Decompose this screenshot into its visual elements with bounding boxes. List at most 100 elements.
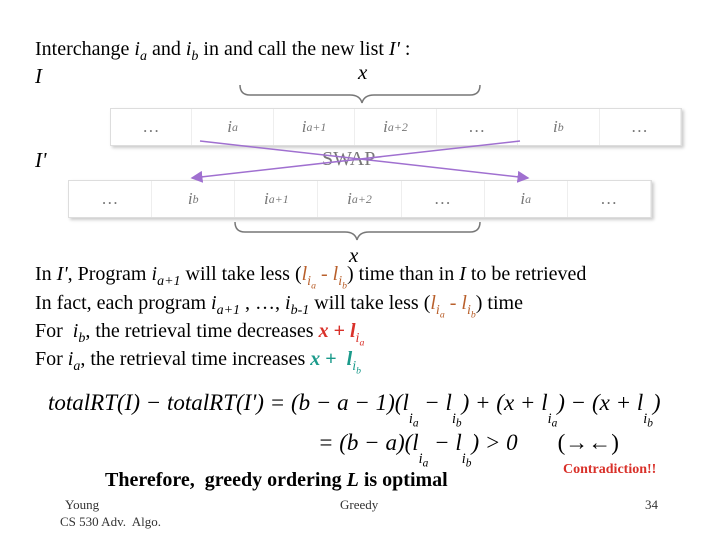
text: i <box>461 450 466 467</box>
text: ) > 0 <box>471 430 518 455</box>
text: ) time <box>475 292 523 314</box>
text: i <box>301 117 307 136</box>
text: , the retrieval time increases <box>80 348 311 370</box>
text: For <box>35 348 68 370</box>
brace-label: x <box>349 243 359 267</box>
text: l <box>461 292 467 314</box>
text: i <box>72 320 79 342</box>
text: (→←) <box>557 430 619 455</box>
text: l <box>430 292 436 314</box>
swap-arrows <box>190 140 530 183</box>
text: a <box>73 358 81 374</box>
text: i <box>408 410 413 427</box>
text: ) <box>652 390 661 415</box>
list-cell: … <box>402 181 485 217</box>
text: Interchange <box>35 38 135 60</box>
text: b <box>78 330 86 346</box>
list-row: … i a i a+1 i a+2… i b… <box>110 108 682 146</box>
text: i <box>151 263 158 285</box>
list-cell: i a+1 <box>235 181 319 217</box>
text: l <box>346 348 353 370</box>
footer-author: Young <box>65 497 100 512</box>
arrow <box>199 140 530 183</box>
text: b <box>342 280 347 292</box>
text: i <box>520 189 526 208</box>
text: i <box>435 302 440 318</box>
text: is optimal <box>358 469 448 491</box>
text: i <box>307 273 312 289</box>
list-cell: … <box>69 181 153 217</box>
list-cell: i a+2 <box>318 181 402 217</box>
text: l <box>349 320 356 342</box>
text: ) + (x + l <box>461 390 548 415</box>
text: i <box>347 189 352 208</box>
text: l <box>301 263 308 285</box>
text: i <box>352 358 357 374</box>
text: a <box>412 417 419 430</box>
equation-line: = (b − a)(lia − lib) > 0 (→←) <box>318 430 619 469</box>
text: i <box>552 117 558 136</box>
text: i <box>355 330 360 346</box>
text: ) time than in <box>347 263 460 285</box>
footer-page: 34 <box>645 497 658 512</box>
text: and <box>146 38 186 60</box>
text: i <box>418 450 423 467</box>
swap-label: SWAP <box>322 148 376 170</box>
text: a <box>311 280 316 292</box>
intro-line: Interchange ia and ib in and call the ne… <box>35 38 410 64</box>
text: b <box>465 457 472 470</box>
decorations <box>234 84 481 241</box>
text: + <box>328 320 350 342</box>
text: x <box>318 320 329 342</box>
text: … <box>601 189 617 208</box>
text: i <box>338 273 343 289</box>
text: a <box>422 457 429 470</box>
text: totalRT(I) − totalRT(I') = (b − a − 1)(l <box>48 390 409 415</box>
text: x <box>310 348 321 370</box>
text: … <box>102 189 118 208</box>
text: a+1 <box>157 273 181 289</box>
conclusion: Therefore, greedy ordering L is optimal <box>105 469 448 492</box>
text: L <box>346 469 359 491</box>
list-cell: i a+1 <box>274 109 356 145</box>
text: + <box>320 348 347 370</box>
text: will take less ( <box>309 292 431 314</box>
text: b <box>191 48 199 64</box>
list-row: … i b i a+1 i a+2 … i a … <box>68 180 652 218</box>
text: i <box>547 410 552 427</box>
text: in and call the new list <box>198 38 389 60</box>
text: Therefore, greedy ordering <box>105 469 347 491</box>
list-cell: … <box>437 109 519 145</box>
text: i <box>227 117 233 136</box>
text: I' <box>56 263 68 285</box>
text: ) − (x + l <box>557 390 644 415</box>
list-label: I' <box>35 148 47 172</box>
text: b <box>470 309 476 321</box>
text: a+1 <box>216 302 241 318</box>
footer-course: CS 530 Adv. Algo. <box>60 514 162 529</box>
text: b <box>455 417 462 430</box>
arrow <box>190 140 521 183</box>
text: = (b − a)(l <box>318 430 419 455</box>
brace <box>239 84 481 104</box>
text: , Program <box>67 263 152 285</box>
text: b <box>647 417 653 430</box>
text: For <box>35 320 73 342</box>
text: i <box>264 189 269 208</box>
text: I <box>459 263 466 285</box>
contradiction: Contradiction!! <box>563 462 657 477</box>
text: a <box>359 337 365 349</box>
text: i <box>185 38 192 60</box>
text: … <box>435 189 451 208</box>
paragraph-line: For ib, the retrieval time decreases x +… <box>35 320 364 348</box>
list-cell: … <box>568 181 651 217</box>
paragraph-line: In fact, each program ia+1 , …, ib-1 wil… <box>35 292 523 320</box>
text: i <box>383 117 388 136</box>
list-label: I <box>35 64 42 88</box>
text: - <box>315 263 333 285</box>
list-cell: i a+2 <box>355 109 437 145</box>
